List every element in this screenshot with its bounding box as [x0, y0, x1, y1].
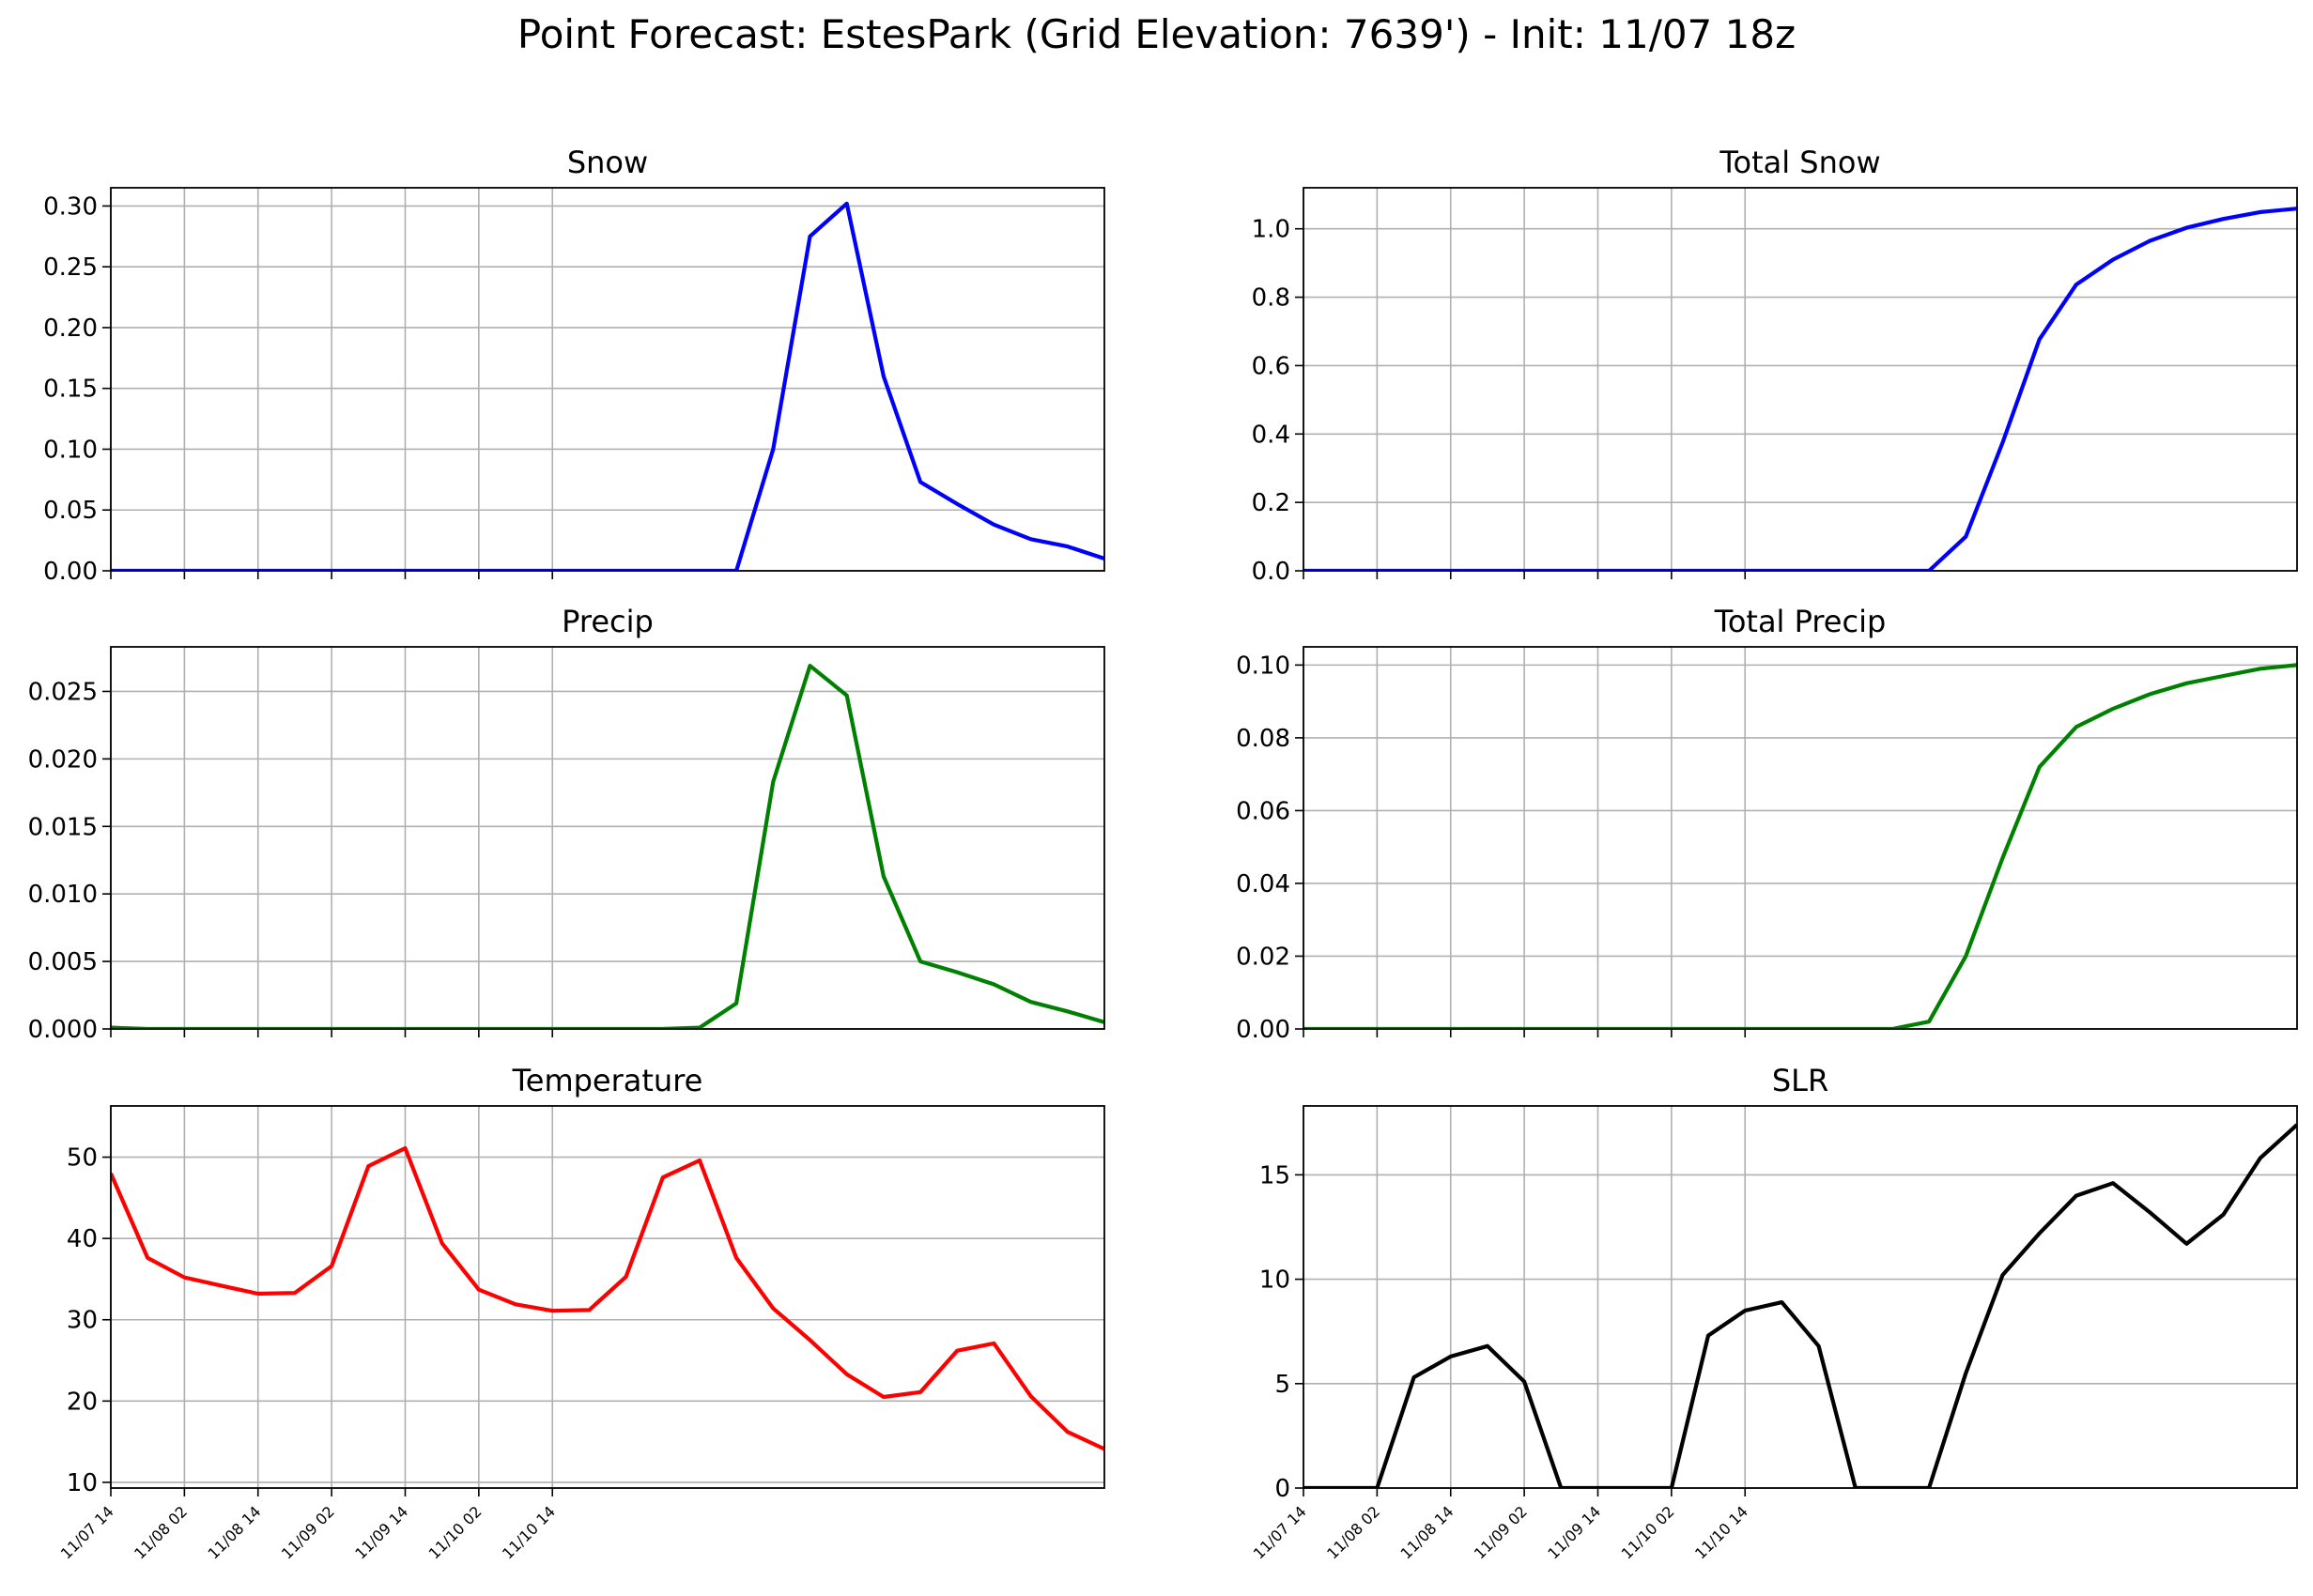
temperature-ytick-label: 50: [67, 1144, 98, 1173]
temperature-ytick-label: 40: [67, 1225, 98, 1253]
snow-ytick-label: 0.00: [43, 558, 98, 586]
precip-ytick-label: 0.010: [28, 881, 98, 909]
total-precip-ytick-label: 0.06: [1236, 797, 1290, 825]
temperature-xtick-label: 11/08 14: [205, 1502, 265, 1562]
slr-xtick-label: 11/10 02: [1618, 1502, 1678, 1562]
subplot-total-snow: Total Snow 0.0 0.2 0.4 0.6 0.8 1.0: [1252, 145, 2298, 586]
snow-series-line: [111, 201, 1104, 571]
total-snow-series-line: [1303, 207, 2297, 571]
snow-ytick-label: 0.10: [43, 436, 98, 464]
total-precip-axes-frame: [1303, 646, 2298, 1030]
total-snow-title: Total Snow: [1719, 145, 1880, 180]
snow-ytick-label: 0.25: [43, 253, 98, 282]
subplot-precip: Precip 0.000 0.005 0.010 0.015 0.020 0.025: [28, 604, 1105, 1044]
precip-ytick-label: 0.005: [28, 948, 98, 976]
slr-ytick-label: 5: [1274, 1371, 1290, 1399]
total-snow-ytick-label: 0.4: [1252, 421, 1290, 449]
total-precip-ytick-label: 0.02: [1236, 943, 1290, 971]
snow-ytick-label: 0.05: [43, 497, 98, 525]
temperature-series-line: [111, 1145, 1104, 1451]
snow-axes-frame: [110, 187, 1105, 572]
temperature-xtick-label: 11/09 14: [351, 1502, 411, 1562]
total-precip-ytick-label: 0.08: [1236, 725, 1290, 753]
total-precip-ytick-label: 0.00: [1236, 1016, 1290, 1044]
temperature-ytick-label: 10: [67, 1469, 98, 1497]
temperature-xtick-label: 11/08 02: [131, 1502, 191, 1562]
precip-ytick-label: 0.025: [28, 678, 98, 706]
slr-xtick-label: 11/08 14: [1397, 1502, 1457, 1562]
precip-ytick-label: 0.000: [28, 1016, 98, 1044]
temperature-ytick-label: 30: [67, 1307, 98, 1335]
total-snow-ytick-label: 0.8: [1252, 284, 1290, 313]
figure-title: Point Forecast: EstesPark (Grid Elevatio…: [517, 11, 1796, 57]
temperature-ytick-label: 20: [67, 1388, 98, 1416]
snow-ytick-label: 0.30: [43, 192, 98, 221]
slr-xtick-label: 11/07 14: [1250, 1502, 1310, 1562]
precip-ytick-label: 0.020: [28, 745, 98, 774]
subplot-snow: Snow 0.00 0.05 0.10 0.15 0.20 0.25 0.30: [43, 145, 1105, 586]
slr-xtick-label: 11/09 02: [1471, 1502, 1531, 1562]
subplot-total-precip: Total Precip 0.00 0.02 0.04 0.06 0.08 0.10: [1236, 604, 2298, 1044]
total-snow-ytick-label: 1.0: [1252, 216, 1290, 244]
slr-series-line: [1303, 1123, 2297, 1488]
snow-ytick-label: 0.15: [43, 376, 98, 404]
slr-title: SLR: [1772, 1063, 1828, 1098]
precip-axes-frame: [110, 646, 1105, 1030]
temperature-xtick-label: 11/07 14: [57, 1502, 117, 1562]
total-snow-ytick-label: 0.2: [1252, 489, 1290, 517]
total-precip-ytick-label: 0.04: [1236, 870, 1290, 898]
precip-title: Precip: [562, 604, 654, 639]
slr-xtick-label: 11/09 14: [1544, 1502, 1604, 1562]
temperature-title: Temperature: [512, 1063, 703, 1098]
slr-ytick-label: 15: [1259, 1161, 1290, 1189]
precip-series-line: [111, 663, 1104, 1029]
snow-ytick-label: 0.20: [43, 315, 98, 343]
total-snow-axes-frame: [1303, 187, 2298, 572]
temperature-xtick-label: 11/10 14: [499, 1502, 559, 1562]
slr-ytick-label: 10: [1259, 1266, 1290, 1295]
total-snow-ytick-label: 0.0: [1252, 558, 1290, 586]
slr-xtick-label: 11/10 14: [1691, 1502, 1751, 1562]
temperature-xtick-label: 11/10 02: [425, 1502, 486, 1562]
precip-ytick-label: 0.015: [28, 813, 98, 841]
total-precip-title: Total Precip: [1714, 604, 1887, 639]
temperature-axes-frame: [110, 1105, 1105, 1489]
subplot-slr: SLR 11/07 14 11/08 02 11/08 14 11/09 02 11/09…: [1250, 1063, 2298, 1562]
temperature-xtick-label: 11/09 02: [278, 1502, 338, 1562]
total-precip-ytick-label: 0.10: [1236, 652, 1290, 680]
slr-xtick-label: 11/08 02: [1323, 1502, 1383, 1562]
slr-ytick-label: 0: [1274, 1475, 1290, 1503]
total-precip-series-line: [1303, 663, 2297, 1029]
total-snow-ytick-label: 0.6: [1252, 352, 1290, 380]
snow-title: Snow: [567, 145, 648, 180]
slr-axes-frame: [1303, 1105, 2298, 1489]
